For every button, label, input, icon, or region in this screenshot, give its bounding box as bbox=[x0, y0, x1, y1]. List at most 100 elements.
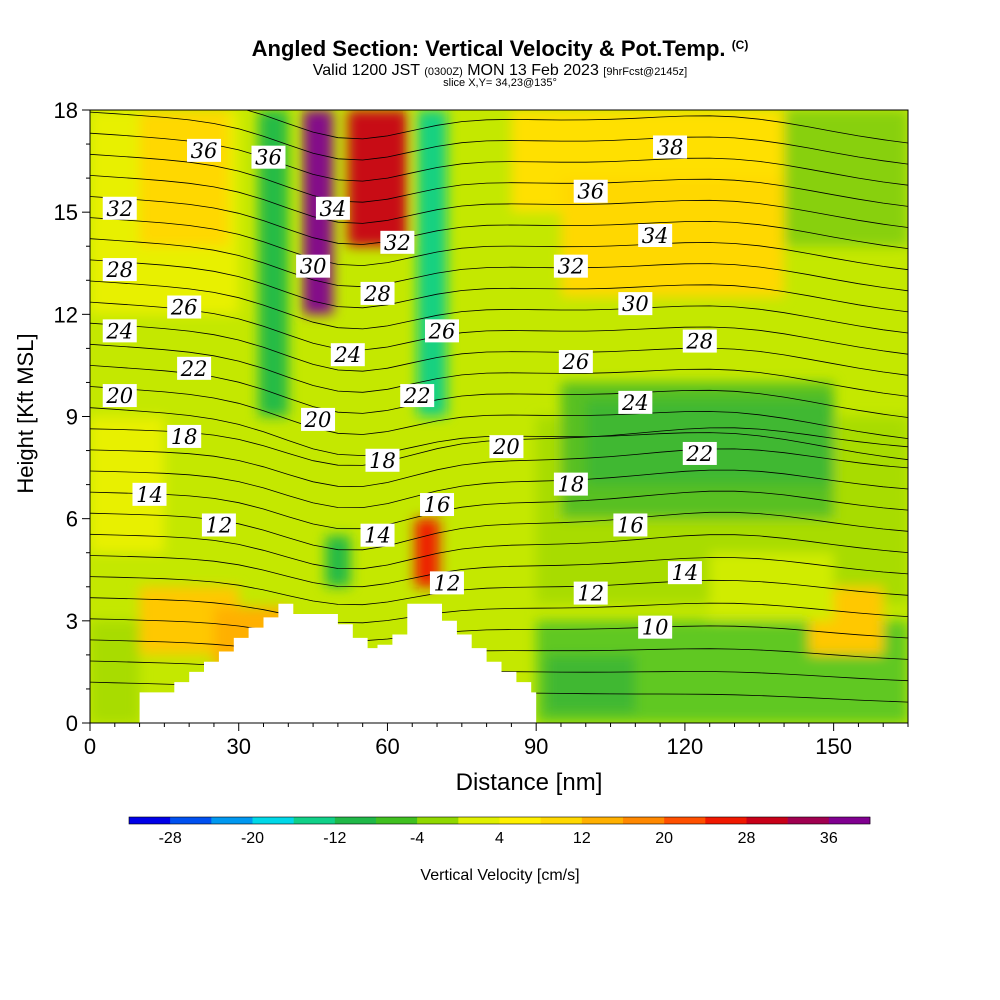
label-box bbox=[429, 571, 464, 595]
isentrope-label: 38 bbox=[653, 135, 688, 159]
y-tick-label: 0 bbox=[66, 711, 78, 736]
colorbar-swatch bbox=[211, 817, 253, 824]
isentrope-label: 36 bbox=[251, 145, 286, 170]
isentrope-label: 24 bbox=[102, 319, 137, 343]
isentrope-value: 20 bbox=[492, 435, 520, 459]
colorbar-tick-label: -12 bbox=[323, 830, 346, 847]
colorbar-swatch bbox=[499, 817, 541, 824]
isentrope-value: 18 bbox=[171, 425, 198, 449]
isentrope-value: 18 bbox=[369, 449, 396, 473]
velocity-feature bbox=[347, 110, 408, 247]
label-box bbox=[102, 384, 137, 408]
y-tick-label: 12 bbox=[54, 302, 78, 327]
isentrope-label: 26 bbox=[558, 350, 593, 374]
isentrope-value: 34 bbox=[320, 197, 347, 221]
colorbar: -28 -20 -12 -4 4 12 20 28 36 Vertical Velocity [c… bbox=[128, 816, 871, 884]
isentrope-line bbox=[90, 238, 908, 292]
isentrope-line bbox=[90, 533, 908, 570]
label-box bbox=[330, 343, 365, 367]
isentrope-line bbox=[90, 555, 908, 588]
colorbar-swatch bbox=[828, 817, 871, 824]
label-box bbox=[573, 581, 608, 605]
label-box bbox=[618, 292, 653, 316]
label-box bbox=[667, 561, 702, 585]
label-box bbox=[558, 350, 593, 374]
isentrope-label: 28 bbox=[360, 281, 395, 306]
colorbar-swatch bbox=[746, 817, 788, 824]
isentrope-value: 14 bbox=[136, 483, 163, 507]
label-box bbox=[102, 319, 137, 343]
isentrope-value: 12 bbox=[206, 513, 233, 537]
isentrope-label: 24 bbox=[330, 343, 365, 367]
isentrope-line bbox=[90, 639, 908, 660]
colorbar-tick-label: 36 bbox=[820, 830, 838, 847]
colorbar-frame bbox=[128, 816, 871, 825]
velocity-feature bbox=[417, 110, 447, 417]
chart-subtitle: Valid 1200 JST (0300Z) MON 13 Feb 2023 [… bbox=[0, 62, 1000, 80]
label-box bbox=[653, 135, 688, 159]
label-box bbox=[553, 472, 588, 496]
isentrope-label: 20 bbox=[301, 407, 336, 432]
isentrope-line bbox=[90, 469, 908, 509]
label-box bbox=[102, 258, 137, 282]
isentrope-value: 12 bbox=[577, 582, 604, 606]
isentrope-value: 32 bbox=[384, 231, 411, 255]
isentrope-label: 36 bbox=[187, 138, 222, 163]
label-box bbox=[315, 196, 350, 220]
label-box bbox=[167, 424, 202, 448]
colorbar-tick-label: 20 bbox=[655, 830, 673, 847]
label-box bbox=[424, 319, 459, 343]
isentrope-line bbox=[90, 132, 908, 186]
colorbar-swatch bbox=[334, 817, 377, 824]
label-box bbox=[682, 329, 717, 353]
isentrope-line bbox=[90, 217, 908, 271]
isentrope-line bbox=[90, 259, 908, 313]
isentrope-line bbox=[90, 301, 908, 355]
isentrope-value: 14 bbox=[364, 524, 391, 548]
label-box bbox=[201, 513, 236, 537]
label-box bbox=[301, 407, 336, 431]
colorbar-swatch bbox=[170, 817, 212, 824]
isentrope-value: 28 bbox=[363, 282, 391, 306]
isentrope-value: 24 bbox=[333, 343, 361, 367]
shading-region bbox=[90, 620, 140, 723]
label-box bbox=[553, 254, 588, 278]
isentrope-line bbox=[90, 365, 908, 418]
label-box bbox=[618, 390, 653, 414]
x-tick-label: 120 bbox=[667, 734, 704, 759]
isentrope-line bbox=[245, 110, 908, 144]
label-box bbox=[187, 138, 222, 162]
isentrope-line bbox=[90, 343, 908, 397]
colorbar-swatch bbox=[581, 817, 624, 824]
isentrope-label: 12 bbox=[429, 571, 464, 595]
isentrope-label: 18 bbox=[553, 472, 588, 497]
y-tick-label: 15 bbox=[54, 200, 78, 225]
y-tick-label: 3 bbox=[66, 609, 78, 634]
colorbar-swatch bbox=[787, 817, 830, 824]
isentrope-label: 24 bbox=[618, 390, 653, 415]
title-text: Angled Section: Vertical Velocity & Pot.… bbox=[251, 36, 726, 61]
colorbar-tick-label: 28 bbox=[738, 830, 756, 847]
isentrope-value: 32 bbox=[558, 255, 585, 279]
colorbar-swatch bbox=[252, 817, 294, 824]
isentrope-label: 26 bbox=[167, 295, 202, 320]
y-tick-label: 18 bbox=[54, 98, 78, 123]
shading-region bbox=[546, 654, 636, 713]
label-box bbox=[251, 145, 286, 169]
isentrope-value: 36 bbox=[191, 139, 218, 163]
isentrope-label: 12 bbox=[201, 513, 236, 537]
isentrope-label: 20 bbox=[102, 384, 137, 408]
chart-title: Angled Section: Vertical Velocity & Pot.… bbox=[0, 36, 1000, 62]
vertical-velocity-field bbox=[90, 110, 908, 723]
slice-info: slice X,Y= 34,23@135° bbox=[443, 77, 557, 89]
shading-region bbox=[139, 110, 229, 247]
colorbar-tick-label: 12 bbox=[573, 830, 591, 847]
isentrope-label: 14 bbox=[132, 482, 167, 507]
isentrope-value: 22 bbox=[403, 384, 431, 408]
isentrope-label: 16 bbox=[613, 513, 648, 537]
x-tick-label: 90 bbox=[524, 734, 548, 759]
isentrope-line bbox=[90, 280, 908, 334]
colorbar-label: Vertical Velocity [cm/s] bbox=[420, 867, 579, 884]
label-box bbox=[682, 441, 717, 465]
